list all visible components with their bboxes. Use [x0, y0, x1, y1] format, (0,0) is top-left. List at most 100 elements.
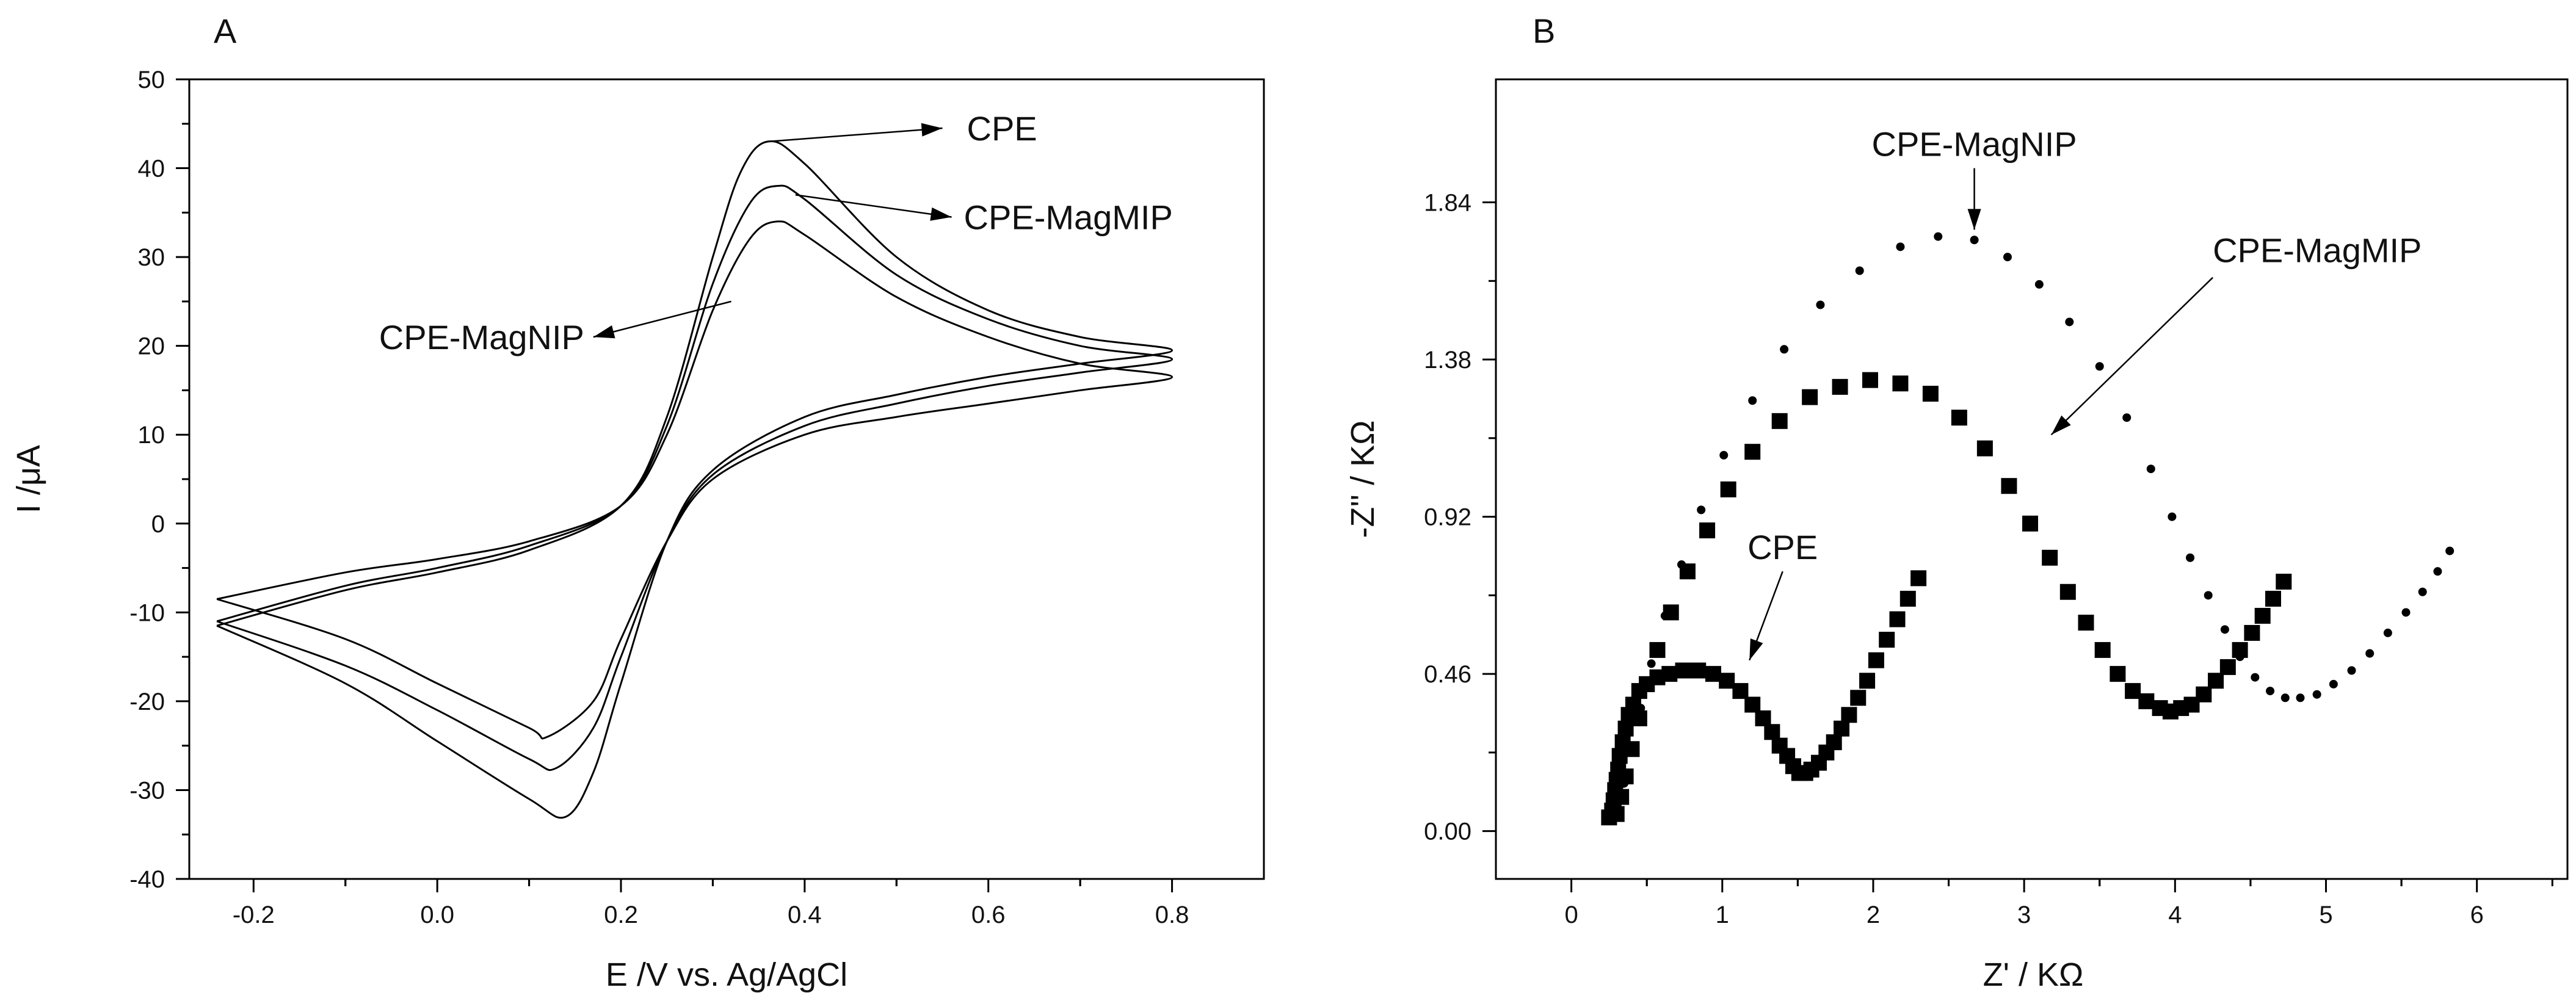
series-cpe-magnip-point: [1660, 611, 1669, 620]
series-cpe-magmip-point: [1802, 389, 1818, 405]
series-cpe-point: [1899, 590, 1916, 607]
series-cpe-magmip-point: [2022, 515, 2039, 532]
panel-a-ytick-label: -10: [129, 599, 165, 626]
panel-b-ytick-label: 0.46: [1424, 661, 1471, 688]
annotation-cpe-arrowhead: [1749, 638, 1763, 660]
panel-a-ytick-label: 50: [138, 67, 165, 93]
annotation-cpe-arrow: [767, 127, 943, 143]
panel-b-xtick-label: 0: [1564, 902, 1578, 928]
series-cpe-magmip-point: [1613, 789, 1630, 805]
series-cpe-magnip-point: [1620, 779, 1629, 788]
series-cpe-magmip-point: [2110, 666, 2126, 682]
annotation-cpe-magmip-arrow: [795, 193, 952, 218]
series-cpe-magmip-point: [2208, 673, 2224, 689]
panel-b-xtick-label: 3: [2017, 902, 2031, 928]
annotation-cpe-magmip-arrowhead: [2051, 415, 2071, 435]
panel-b-ticks: 0 1 2 3 4 5 6 0.00 0.46 0.92 1.38 1.84: [1424, 190, 2553, 928]
panel-a-xtick-label: 0.0: [420, 902, 454, 928]
annotation-cpe-magnip-arrow: [593, 300, 731, 338]
annotation-cpe-magmip-arrow: [2050, 276, 2213, 436]
series-cpe-magnip-point: [2365, 649, 2375, 658]
panel-b-xtick-label: 1: [1716, 902, 1729, 928]
series-cpe-point: [1705, 666, 1721, 682]
panel-a-xtick-label: 0.6: [971, 902, 1006, 928]
series-cpe-magmip-point: [2138, 693, 2155, 709]
annotation-cpe-magnip-arrowhead: [593, 325, 615, 339]
series-cpe-magmip-point: [1639, 676, 1655, 692]
panel-a-ytick-label: -30: [129, 777, 165, 804]
series-cpe-magmip-point: [2276, 573, 2292, 590]
series-cpe-magmip-point: [1649, 641, 1666, 658]
series-cpe-magnip-point: [2347, 666, 2356, 675]
series-cpe-magmip-point: [1832, 378, 1848, 395]
series-cpe-magnip-line: [216, 220, 1174, 740]
series-cpe-magnip-point: [1934, 232, 1943, 241]
series-cpe-magmip-point: [2094, 641, 2111, 658]
series-cpe-magmip-point: [1892, 375, 1909, 392]
series-cpe-magnip-point: [2383, 628, 2392, 637]
series-cpe-magnip-point: [1896, 242, 1905, 251]
series-cpe-point: [1879, 632, 1895, 648]
panel-b-xtick-label: 5: [2319, 902, 2332, 928]
series-cpe-magmip-point: [2078, 615, 2094, 631]
series-cpe-magnip-point: [1627, 745, 1636, 754]
annotation-cpe-magnip-label: CPE-MagNIP: [1872, 125, 2077, 164]
annotation-cpe-magnip-arrowhead: [1967, 209, 1981, 230]
series-cpe-magmip-point: [2059, 584, 2076, 600]
panel-b-ytick-label: 0.00: [1424, 819, 1471, 845]
series-cpe-magnip-point: [1636, 704, 1645, 713]
panel-letter-a: A: [214, 12, 237, 50]
series-cpe-point: [1744, 696, 1761, 713]
series-cpe-magnip-point: [2146, 464, 2155, 474]
series-cpe-magmip-point: [2001, 478, 2017, 494]
panel-b-xtick-label: 2: [1867, 902, 1880, 928]
panel-b-points: [1601, 232, 2454, 826]
series-cpe-magnip-point: [2204, 591, 2213, 600]
annotation-cpe-magmip-label: CPE-MagMIP: [964, 198, 1173, 237]
series-cpe-point: [1675, 662, 1691, 679]
series-cpe-magnip-point: [2280, 693, 2290, 703]
annotation-cpe-magnip-label: CPE-MagNIP: [379, 318, 584, 356]
series-cpe-magnip-point: [1970, 236, 1979, 245]
series-cpe-magmip-point: [1976, 440, 1993, 457]
series-cpe-magmip-point: [2196, 686, 2212, 703]
series-cpe-magnip-point: [1855, 266, 1864, 275]
series-cpe-magnip-point: [1697, 505, 1706, 515]
series-cpe-point: [1826, 734, 1842, 751]
series-cpe-magnip-point: [2329, 679, 2338, 688]
series-cpe-magmip-point: [2125, 683, 2141, 699]
series-cpe-magnip-point: [2186, 553, 2195, 562]
annotation-cpe-label: CPE: [967, 109, 1037, 148]
series-cpe-magmip-point: [1771, 413, 1788, 429]
series-cpe-magmip-point: [2265, 590, 2281, 607]
series-cpe-point: [1764, 724, 1780, 740]
series-cpe-point: [1841, 707, 1857, 723]
series-cpe-magmip-line: [216, 184, 1174, 772]
series-cpe-line: [216, 140, 1174, 819]
panel-a-xtick-label: -0.2: [233, 902, 275, 928]
annotation-cpe-label: CPE: [1747, 528, 1818, 566]
series-cpe-magmip-point: [1720, 481, 1736, 497]
series-cpe-point: [1755, 710, 1771, 726]
series-cpe-magmip-point: [1699, 522, 1716, 538]
panel-a-annotations: CPE CPE-MagMIP CPE-MagNIP: [379, 109, 1173, 356]
series-cpe-point: [1719, 673, 1735, 689]
series-cpe-magnip-point: [2401, 608, 2411, 617]
series-cpe-magnip-point: [2034, 280, 2044, 289]
series-cpe-magnip-point: [1647, 659, 1656, 668]
series-cpe-point: [1834, 720, 1850, 737]
series-cpe-magnip-point: [2095, 362, 2104, 371]
series-cpe-point: [1617, 720, 1634, 737]
series-cpe-point: [1661, 666, 1678, 682]
series-cpe-point: [1732, 683, 1749, 699]
panel-b-frame: [1495, 78, 2569, 880]
annotation-cpe-arrowhead: [921, 123, 943, 137]
panel-a-ytick-label: 20: [138, 333, 165, 360]
series-cpe-magmip-point: [1631, 710, 1647, 726]
panel-a-ytick-label: 40: [138, 156, 165, 182]
series-cpe-magnip-point: [1612, 806, 1621, 815]
series-cpe-magnip-point: [2266, 687, 2275, 696]
series-cpe-point: [1690, 662, 1707, 679]
panel-b-xtick-label: 4: [2168, 902, 2182, 928]
panel-a-xtick-label: 0.8: [1155, 902, 1189, 928]
